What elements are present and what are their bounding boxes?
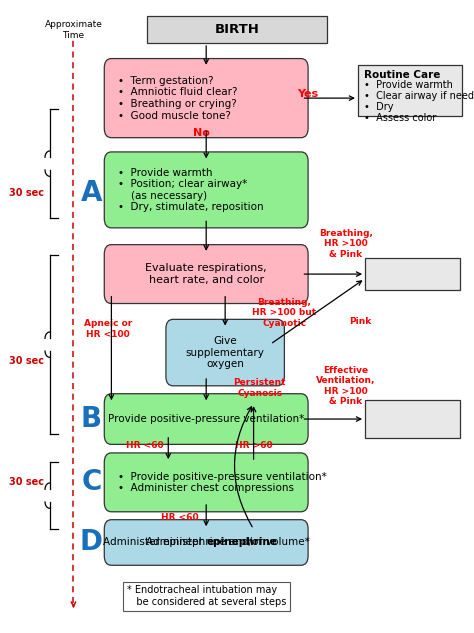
Text: A: A xyxy=(81,179,102,207)
Text: Administer epinephrine and/or volume*: Administer epinephrine and/or volume* xyxy=(103,537,310,548)
Text: Approximate
Time: Approximate Time xyxy=(45,20,102,40)
Text: Breathing,
HR >100
& Pink: Breathing, HR >100 & Pink xyxy=(319,229,373,259)
Text: Effective
Ventilation,
HR >100
& Pink: Effective Ventilation, HR >100 & Pink xyxy=(316,366,376,406)
FancyBboxPatch shape xyxy=(358,65,462,116)
Text: HR <60: HR <60 xyxy=(161,513,199,522)
Text: BIRTH: BIRTH xyxy=(215,23,259,36)
Text: •  Assess color: • Assess color xyxy=(364,113,436,123)
Text: •  Term gestation?
•  Amniotic fluid clear?
•  Breathing or crying?
•  Good musc: • Term gestation? • Amniotic fluid clear… xyxy=(118,76,238,120)
Text: Postresuscitation
Care: Postresuscitation Care xyxy=(0,632,1,633)
FancyBboxPatch shape xyxy=(147,16,327,43)
Text: Provide positive-pressure ventilation*: Provide positive-pressure ventilation* xyxy=(108,414,304,424)
Text: Pink: Pink xyxy=(349,317,371,326)
FancyBboxPatch shape xyxy=(104,59,308,138)
FancyBboxPatch shape xyxy=(104,520,308,565)
Text: Give
supplementary
oxygen: Give supplementary oxygen xyxy=(186,336,264,369)
Text: •  Dry: • Dry xyxy=(364,102,393,112)
Text: Administer: Administer xyxy=(0,632,1,633)
Text: Apneic or
HR <100: Apneic or HR <100 xyxy=(84,320,132,339)
Text: HR <60: HR <60 xyxy=(126,441,164,450)
FancyBboxPatch shape xyxy=(166,319,284,385)
Text: Observational Care: Observational Care xyxy=(0,632,1,633)
Text: Administer: Administer xyxy=(146,537,206,548)
FancyBboxPatch shape xyxy=(104,152,308,228)
Text: •  Provide positive-pressure ventilation*
•  Administer chest compressions: • Provide positive-pressure ventilation*… xyxy=(118,472,327,493)
Text: No: No xyxy=(193,128,210,138)
Text: Breathing,
HR >100 but
Cyanotic: Breathing, HR >100 but Cyanotic xyxy=(252,298,317,328)
Text: * Endotracheal intubation may
   be considered at several steps: * Endotracheal intubation may be conside… xyxy=(127,586,286,607)
Text: epinephrine: epinephrine xyxy=(206,537,277,548)
Text: •  Clear airway if needed: • Clear airway if needed xyxy=(364,91,474,101)
Text: Persistent
Cyanosis: Persistent Cyanosis xyxy=(234,379,286,398)
Text: 30 sec: 30 sec xyxy=(9,188,44,198)
FancyBboxPatch shape xyxy=(104,394,308,444)
Text: 30 sec: 30 sec xyxy=(9,356,44,366)
Text: epinephrine: epinephrine xyxy=(0,632,1,633)
Text: 30 sec: 30 sec xyxy=(9,477,44,487)
Text: Routine Care: Routine Care xyxy=(364,70,440,80)
Text: •  Provide warmth: • Provide warmth xyxy=(364,80,452,91)
Text: •  Provide warmth
•  Position; clear airway*
    (as necessary)
•  Dry, stimulat: • Provide warmth • Position; clear airwa… xyxy=(118,168,264,212)
FancyBboxPatch shape xyxy=(365,258,460,290)
Text: D: D xyxy=(80,529,103,556)
Text: C: C xyxy=(82,468,101,496)
FancyBboxPatch shape xyxy=(104,245,308,304)
Text: HR >60: HR >60 xyxy=(235,441,273,450)
Text: Evaluate respirations,
heart rate, and color: Evaluate respirations, heart rate, and c… xyxy=(146,263,267,285)
FancyBboxPatch shape xyxy=(365,400,460,438)
Text: Yes: Yes xyxy=(298,89,319,99)
Text: B: B xyxy=(81,405,102,433)
FancyBboxPatch shape xyxy=(104,453,308,511)
